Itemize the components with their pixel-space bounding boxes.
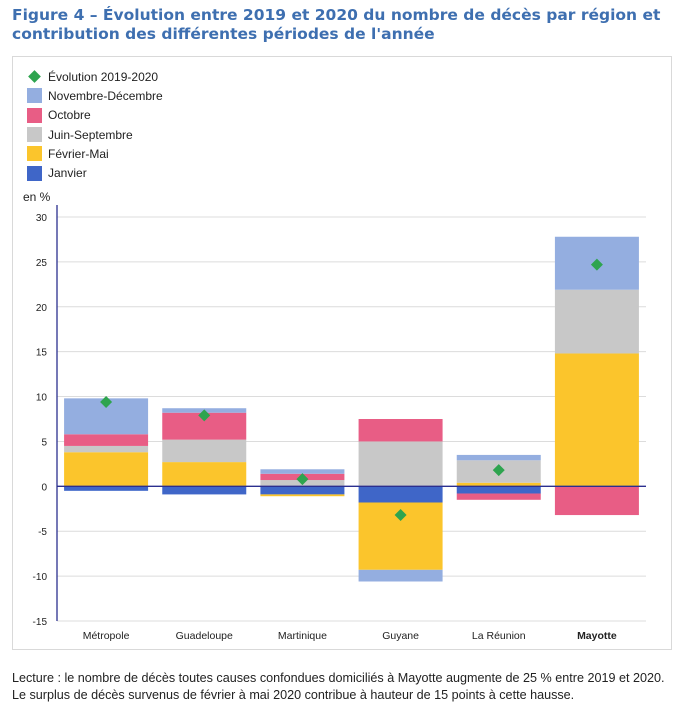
bar-chart: en % -15 -10 -5 0 5 10 15 20 25 30 Métropole Guadelo… bbox=[23, 190, 646, 642]
bar-segment bbox=[64, 452, 149, 487]
bar-segment bbox=[358, 419, 443, 442]
legend-label: Évolution 2019-2020 bbox=[48, 69, 159, 84]
legend-swatch bbox=[27, 127, 42, 143]
y-tick-label: 15 bbox=[36, 348, 48, 359]
bar-segment bbox=[162, 462, 247, 487]
legend-item: Octobre bbox=[27, 106, 163, 125]
y-tick-label: 0 bbox=[41, 482, 47, 493]
x-tick-label: Mayotte bbox=[577, 630, 617, 642]
bar-segment bbox=[64, 445, 149, 453]
legend-item: Février-Mai bbox=[27, 144, 163, 163]
bar-segment bbox=[260, 494, 345, 497]
bar-segment bbox=[456, 493, 541, 500]
bar-segment bbox=[554, 289, 639, 354]
legend-swatch bbox=[27, 88, 42, 104]
bar-segment bbox=[358, 569, 443, 582]
legend-label: Janvier bbox=[48, 166, 87, 181]
chart-panel: Évolution 2019-2020 Novembre-Décembre Octo… bbox=[12, 56, 672, 650]
bar-segment bbox=[162, 439, 247, 463]
x-tick-label: La Réunion bbox=[472, 630, 526, 642]
chart-legend: Évolution 2019-2020 Novembre-Décembre Octo… bbox=[27, 67, 163, 183]
legend-swatch bbox=[27, 165, 42, 181]
y-tick-label: 20 bbox=[36, 303, 48, 314]
y-tick-label: 10 bbox=[36, 393, 48, 404]
bar-segment bbox=[64, 434, 149, 446]
bar-segment bbox=[260, 469, 345, 474]
bar-segment bbox=[260, 486, 345, 495]
total-diamond-marker bbox=[394, 509, 407, 522]
bar-segment bbox=[456, 482, 541, 487]
bar-segment bbox=[554, 353, 639, 487]
legend-swatch bbox=[27, 107, 42, 123]
total-diamond-marker bbox=[590, 258, 603, 271]
legend-label: Juin-Septembre bbox=[48, 127, 133, 142]
legend-item: Juin-Septembre bbox=[27, 125, 163, 144]
figure-title: Figure 4 – Évolution entre 2019 et 2020 … bbox=[12, 6, 661, 43]
bar-segment bbox=[554, 486, 639, 516]
total-diamond-marker bbox=[296, 473, 309, 486]
legend-label: Février-Mai bbox=[48, 146, 109, 161]
y-axis-label: en % bbox=[23, 190, 51, 204]
bar-segment bbox=[64, 486, 149, 491]
y-tick-label: 25 bbox=[36, 258, 48, 269]
total-diamond-marker bbox=[492, 464, 505, 477]
x-tick-label: Guyane bbox=[382, 630, 419, 642]
y-tick-label: 5 bbox=[41, 437, 47, 448]
bar-segment bbox=[358, 486, 443, 503]
bar-segment bbox=[162, 486, 247, 495]
bar-segment bbox=[456, 486, 541, 494]
legend-item: Évolution 2019-2020 bbox=[27, 67, 163, 86]
y-tick-label: -10 bbox=[33, 572, 48, 583]
total-diamond-marker bbox=[198, 409, 211, 422]
legend-label: Octobre bbox=[48, 108, 91, 123]
legend-label: Novembre-Décembre bbox=[48, 88, 163, 103]
total-diamond-marker bbox=[100, 395, 113, 408]
legend-swatch bbox=[27, 146, 42, 162]
x-tick-label: Guadeloupe bbox=[176, 630, 233, 642]
bar-segment bbox=[358, 441, 443, 487]
y-tick-label: -15 bbox=[33, 617, 48, 628]
legend-item: Janvier bbox=[27, 163, 163, 182]
x-tick-label: Métropole bbox=[83, 630, 130, 642]
bar-segment bbox=[456, 454, 541, 461]
x-tick-label: Martinique bbox=[278, 630, 327, 642]
y-tick-label: 30 bbox=[36, 213, 48, 224]
lecture-note: Lecture : le nombre de décès toutes caus… bbox=[12, 671, 665, 702]
legend-item: Novembre-Décembre bbox=[27, 86, 163, 105]
y-tick-label: -5 bbox=[38, 527, 47, 538]
